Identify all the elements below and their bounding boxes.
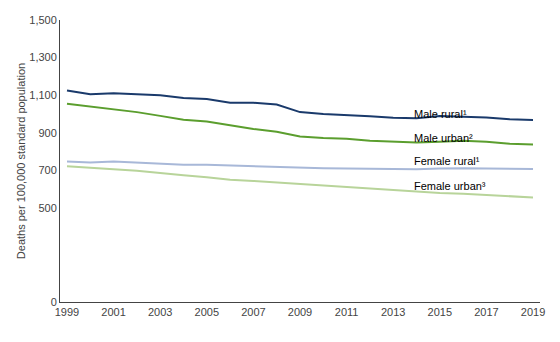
svg-text:Male rural¹: Male rural¹ (414, 108, 467, 120)
svg-text:0: 0 (51, 296, 57, 308)
svg-text:1,100: 1,100 (29, 89, 57, 101)
svg-text:1,500: 1,500 (29, 14, 57, 26)
svg-text:1,300: 1,300 (29, 51, 57, 63)
svg-text:2009: 2009 (288, 306, 312, 318)
svg-text:700: 700 (38, 164, 56, 176)
svg-text:2013: 2013 (381, 306, 405, 318)
svg-text:2011: 2011 (335, 306, 359, 318)
svg-text:2007: 2007 (241, 306, 265, 318)
svg-text:500: 500 (38, 202, 56, 214)
svg-text:2017: 2017 (474, 306, 498, 318)
svg-text:2019: 2019 (521, 306, 545, 318)
svg-text:2001: 2001 (101, 306, 125, 318)
svg-text:Female urban³: Female urban³ (414, 180, 486, 192)
svg-text:Male urban²: Male urban² (414, 132, 473, 144)
svg-text:2015: 2015 (428, 306, 452, 318)
svg-text:2003: 2003 (148, 306, 172, 318)
svg-text:Female rural¹: Female rural¹ (414, 155, 480, 167)
svg-text:Deaths per 100,000 standard po: Deaths per 100,000 standard population (15, 63, 27, 259)
svg-text:900: 900 (38, 127, 56, 139)
svg-text:2005: 2005 (195, 306, 219, 318)
svg-text:1999: 1999 (55, 306, 79, 318)
